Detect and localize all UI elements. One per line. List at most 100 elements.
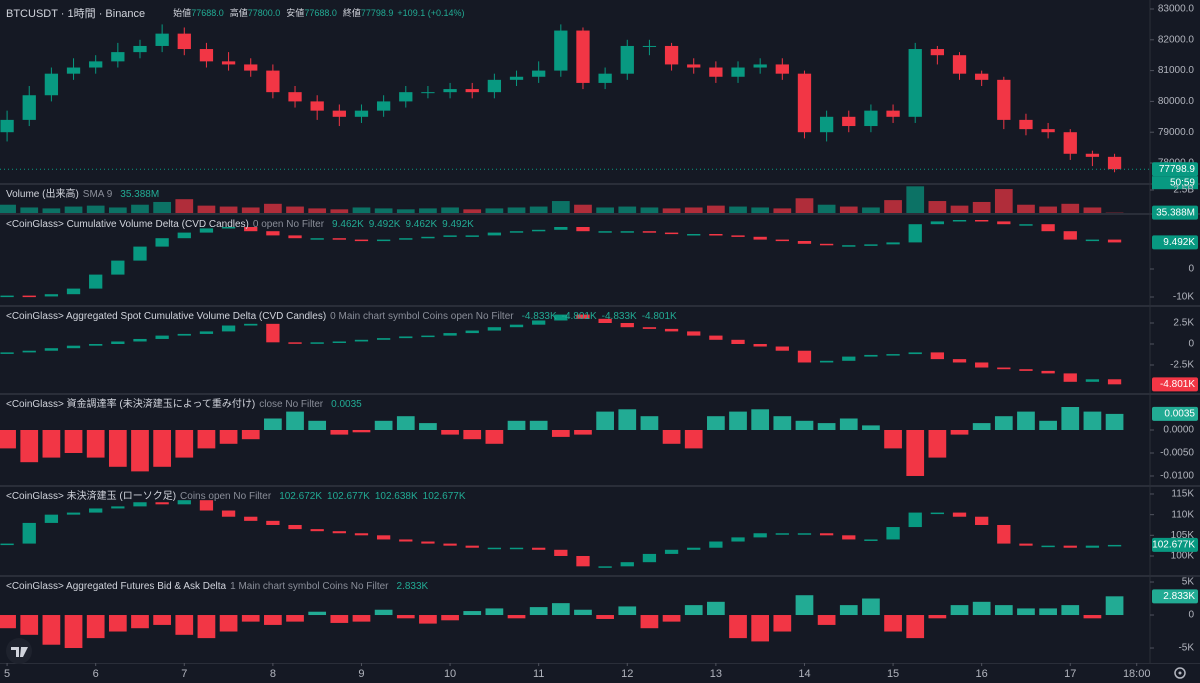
panel-settings: close No Filter (259, 399, 324, 410)
cvd-candle (997, 221, 1011, 225)
histogram-bar (884, 429, 902, 449)
cvd-candle (709, 234, 723, 236)
logo-mark (11, 647, 28, 657)
legend-value: 102.672K (279, 491, 322, 502)
candle-body (177, 33, 191, 50)
cvd-candle (753, 344, 767, 347)
candle-body (819, 116, 834, 133)
logo[interactable] (6, 638, 32, 664)
histogram-bar (751, 409, 770, 430)
cvd-candle (177, 500, 191, 505)
cvd-candle (775, 346, 789, 351)
candle-body (642, 45, 657, 47)
legend-value: -4.833K (522, 311, 557, 322)
candle-body (354, 110, 369, 117)
last-value-label-bg (1152, 537, 1198, 552)
histogram-bar (994, 605, 1013, 616)
candle-body (997, 79, 1011, 120)
cvd-candle (709, 335, 723, 340)
y-tick-label: -2.5K (1170, 360, 1194, 371)
histogram-bar (419, 615, 437, 624)
histogram-bar (485, 429, 504, 444)
histogram-bar (596, 411, 614, 430)
histogram-bar (308, 420, 327, 430)
cvd-candle (975, 362, 989, 368)
cvd-candle (576, 314, 590, 319)
last-value-label-bg (1152, 406, 1198, 421)
y-tick-label: -5K (1178, 643, 1194, 654)
cvd-candle (1063, 373, 1077, 382)
candle-body (266, 70, 280, 93)
cvd-candle (443, 235, 457, 237)
legend-value: 9.492K (369, 219, 401, 230)
panel: 0.0000 -0.0050 -0.0100 (0, 407, 1194, 482)
cvd-candle (819, 533, 834, 536)
histogram-bar (662, 615, 681, 622)
candle-body (155, 33, 169, 46)
histogram-bar (751, 615, 770, 642)
cvd-candle (1063, 231, 1077, 240)
histogram-bar (131, 615, 149, 629)
histogram-bar (241, 429, 260, 440)
last-value-label-bg (1152, 205, 1198, 220)
legend-value: 77688.0 (304, 8, 337, 18)
cvd-candle (908, 224, 922, 243)
candle-body (1107, 156, 1122, 170)
cvd-candle (687, 547, 701, 550)
cvd-candle (89, 344, 103, 346)
y-tick-label: 5K (1182, 577, 1195, 588)
candle-body (930, 49, 945, 56)
cvd-candle (44, 514, 59, 523)
histogram-bar (463, 429, 482, 440)
y-tick-label: -0.0100 (1160, 471, 1194, 482)
volume-bar (707, 205, 725, 213)
histogram-bar (175, 429, 194, 458)
cvd-candle (465, 545, 479, 548)
panel-title: Volume (出来高) (6, 187, 79, 200)
cvd-candle (465, 330, 479, 334)
cvd-candle (598, 231, 612, 233)
cvd-candle (886, 354, 900, 356)
histogram-bar (507, 420, 526, 430)
histogram-bar (1039, 420, 1057, 430)
cvd-candle (1019, 224, 1033, 226)
histogram-bar (574, 429, 592, 435)
settings-icon[interactable] (1174, 667, 1186, 679)
volume-bar (751, 207, 770, 213)
histogram-bar (1017, 411, 1035, 430)
candle-body (221, 61, 236, 65)
cvd-candle (89, 508, 103, 513)
histogram-bar (42, 615, 61, 645)
histogram-bar (551, 429, 570, 437)
volume-bar (352, 207, 371, 213)
cvd-candle (775, 533, 789, 535)
histogram-bar (972, 423, 991, 430)
volume-bar (773, 208, 792, 213)
volume-bar (551, 201, 570, 213)
candle-body (975, 73, 989, 80)
cvd-candle (44, 348, 59, 351)
volume-bar (286, 206, 304, 213)
histogram-bar (0, 429, 16, 449)
histogram-bar (884, 615, 902, 632)
cvd-candle (421, 541, 435, 544)
cvd-candle (664, 328, 679, 332)
x-tick-label: 16 (976, 668, 988, 680)
cvd-candle (443, 333, 457, 336)
panel-settings: SMA 9 (83, 189, 113, 200)
cvd-candle (598, 566, 612, 568)
cvd-candle (620, 323, 634, 328)
cvd-candle (354, 339, 369, 342)
histogram-bar (352, 615, 371, 622)
x-tick-label: 7 (181, 668, 187, 680)
histogram-bar (175, 615, 194, 635)
legend-value: 2.833K (397, 581, 429, 592)
volume-bar (241, 207, 260, 213)
histogram-bar (219, 429, 238, 444)
y-tick-label: 105K (1171, 530, 1195, 541)
cvd-candle (244, 323, 258, 326)
cvd-candle (819, 360, 834, 363)
panel-header: <CoinGlass> 未決済建玉 (ローソク足) Coins open No F… (6, 489, 466, 502)
candle-body (1063, 132, 1077, 154)
cvd-candle (952, 512, 967, 517)
